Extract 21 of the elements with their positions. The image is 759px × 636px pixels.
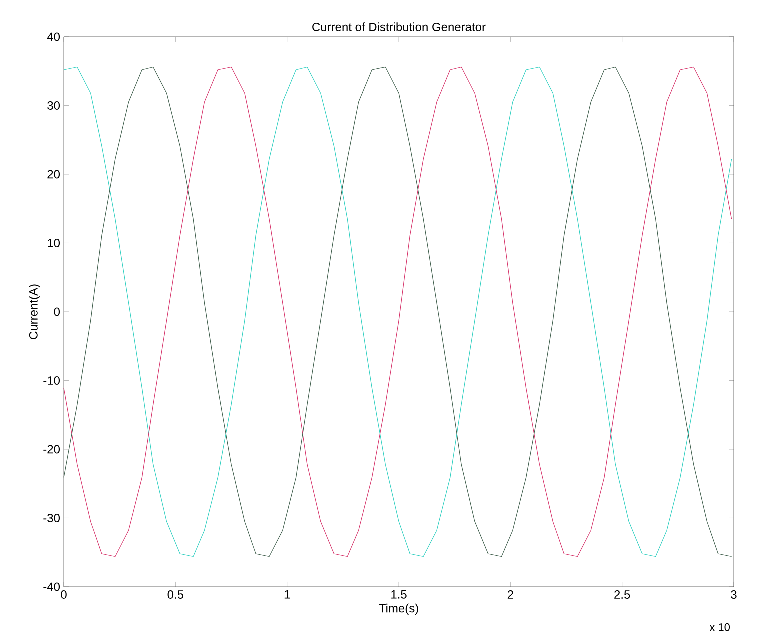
line-series [64, 66, 732, 558]
x-tick-label: 0 [61, 590, 67, 600]
y-tick-label: 40 [47, 32, 60, 42]
y-tick-label: 10 [48, 238, 60, 248]
y-tick-label: 0 [54, 308, 60, 316]
x-tick-label: 1 [284, 590, 290, 599]
x-tick-label: 3 [731, 590, 737, 600]
x-tick-label: 1.5 [392, 590, 407, 599]
text: x 10 [710, 624, 730, 632]
y-tick-label: 20 [48, 170, 60, 179]
y-tick-label: -30 [44, 514, 60, 522]
y-tick-label: -40 [44, 582, 60, 592]
x-tick-label: 2.5 [614, 590, 630, 600]
y-axis-title: Current(A) [29, 284, 40, 340]
x-axis-title: Time(s) [379, 604, 418, 616]
x-tick-label: 2 [508, 590, 514, 599]
y-tick-label: -10 [44, 376, 60, 385]
x-tick-label: 0.5 [168, 590, 184, 600]
chart-title: Current of Distribution Generator [312, 22, 486, 32]
y-tick-label: -20 [44, 445, 60, 454]
y-tick-label: 30 [48, 101, 60, 110]
